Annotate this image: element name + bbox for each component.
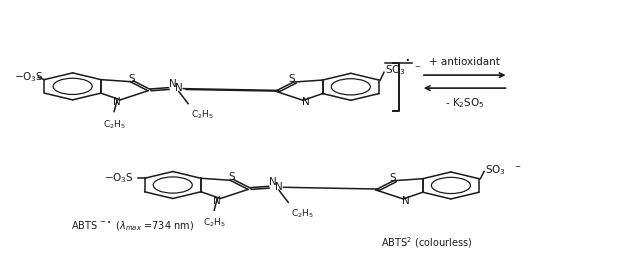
Text: $-$O$_3$S: $-$O$_3$S (14, 70, 45, 84)
Text: N: N (275, 182, 283, 192)
Text: N: N (302, 97, 310, 107)
Text: $\cdot$: $\cdot$ (404, 50, 409, 68)
Text: S: S (128, 74, 135, 84)
Text: $^-$: $^-$ (413, 65, 422, 75)
Text: C$_2$H$_5$: C$_2$H$_5$ (203, 217, 226, 229)
Text: SO$_3$: SO$_3$ (385, 63, 406, 76)
Text: N: N (403, 196, 410, 206)
Text: C$_2$H$_5$: C$_2$H$_5$ (191, 109, 214, 121)
Text: C$_2$H$_5$: C$_2$H$_5$ (103, 118, 125, 130)
Text: N: N (169, 79, 176, 89)
Text: C$_2$H$_5$: C$_2$H$_5$ (292, 207, 314, 220)
Text: S: S (389, 173, 396, 183)
Text: N: N (213, 195, 221, 206)
Text: N: N (175, 83, 182, 93)
Text: SO$_3$: SO$_3$ (485, 163, 506, 176)
Text: N: N (113, 97, 121, 107)
Text: ABTS$^2$ (colourless): ABTS$^2$ (colourless) (381, 235, 472, 250)
Text: S: S (228, 172, 234, 182)
Text: - K$_2$SO$_5$: - K$_2$SO$_5$ (445, 96, 485, 110)
Text: $^-$: $^-$ (514, 165, 522, 175)
Text: N: N (269, 177, 277, 187)
Text: ABTS $^{-\bullet}$ ($\lambda_{max}$ =734 nm): ABTS $^{-\bullet}$ ($\lambda_{max}$ =734… (70, 220, 194, 233)
Text: + antioxidant: + antioxidant (429, 57, 500, 67)
Text: $-$O$_3$S: $-$O$_3$S (104, 171, 134, 185)
Text: S: S (289, 74, 295, 84)
